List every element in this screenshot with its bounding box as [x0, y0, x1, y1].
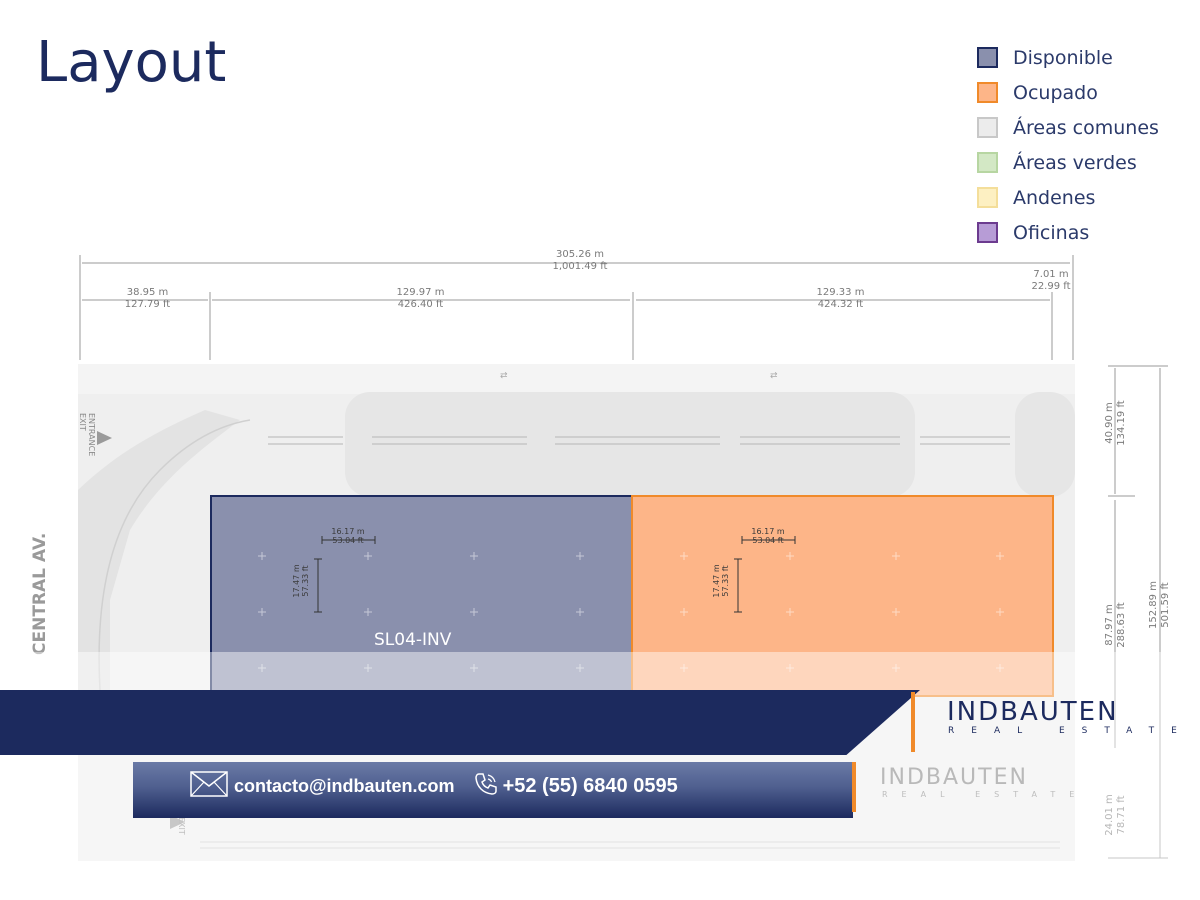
- dim-m: 152.89 m: [1148, 581, 1159, 629]
- dim-ft: 134.19 ft: [1116, 400, 1127, 446]
- unit-label: SL04-INV: [374, 630, 452, 650]
- unit-occupied[interactable]: [631, 495, 1054, 697]
- parking-stalls: [268, 436, 1010, 445]
- bay-dim-m: 17.47 m: [292, 564, 301, 598]
- dim-ft: 288.63 ft: [1116, 602, 1127, 648]
- road-marker: ⇄: [770, 371, 778, 381]
- legend-swatch: [977, 222, 998, 243]
- dim-ft: 424.32 ft: [817, 299, 864, 310]
- entrance-arrow-icon: [97, 431, 112, 445]
- bay-dim-ft: 53.04 ft: [332, 536, 364, 545]
- legend-label: Ocupado: [1013, 81, 1098, 104]
- legend-swatch: [977, 152, 998, 173]
- bay-dim-v: 17.47 m 57.33 ft: [292, 555, 310, 607]
- contact-row: contacto@indbauten.com +52 (55) 6840 059…: [190, 771, 678, 802]
- legend-swatch: [977, 82, 998, 103]
- legend-item-areas-comunes: Áreas comunes: [977, 110, 1159, 145]
- dim-top-yard: 40.90 m 134.19 ft: [1104, 393, 1128, 453]
- dim-m: 129.33 m: [816, 287, 865, 298]
- legend-item-ocupado: Ocupado: [977, 75, 1159, 110]
- legend-swatch: [977, 47, 998, 68]
- bay-bracket: [314, 536, 796, 613]
- bay-dim-m: 16.17 m: [331, 527, 365, 536]
- legend-label: Áreas verdes: [1013, 151, 1137, 174]
- legend-label: Disponible: [1013, 46, 1113, 69]
- legend-item-areas-verdes: Áreas verdes: [977, 145, 1159, 180]
- road-marker: ⇄: [500, 371, 508, 381]
- legend-item-oficinas: Oficinas: [977, 215, 1159, 250]
- dim-bay-right: 129.33 m 424.32 ft: [803, 287, 878, 311]
- bay-dim-m: 16.17 m: [751, 527, 785, 536]
- brand-accent-bar: [911, 692, 915, 752]
- legend-item-andenes: Andenes: [977, 180, 1159, 215]
- gate-label-entrance: ENTRANCE EXIT: [78, 413, 96, 457]
- legend: Disponible Ocupado Áreas comunes Áreas v…: [977, 40, 1159, 250]
- contact-accent-bar: [852, 762, 856, 812]
- bay-dim-h: 16.17 m 53.04 ft: [322, 527, 374, 545]
- column-grid: [258, 552, 1004, 672]
- unit-available[interactable]: [210, 495, 633, 697]
- dim-m: 305.26 m: [556, 249, 604, 260]
- bottom-stalls: [200, 841, 1060, 849]
- dim-m: 7.01 m: [1033, 269, 1069, 280]
- contact-email-link[interactable]: contacto@indbauten.com: [234, 776, 455, 796]
- legend-label: Oficinas: [1013, 221, 1090, 244]
- dimension-lines: [79, 255, 1168, 859]
- brand-tagline-secondary: REAL ESTATE: [882, 790, 1089, 799]
- brand-logo-secondary: INDBAUTEN: [880, 765, 1028, 790]
- bay-dim-ft: 57.33 ft: [721, 565, 730, 597]
- entrance-road-edge: [98, 419, 251, 691]
- mail-icon: [190, 771, 228, 802]
- dim-ft: 501.59 ft: [1160, 582, 1171, 628]
- phone-icon: [473, 771, 499, 802]
- dim-ft: 1,001.49 ft: [552, 261, 608, 272]
- access-road: [78, 364, 1075, 394]
- dim-right-setback: 7.01 m 22.99 ft: [1026, 269, 1076, 293]
- plan-overlay: [0, 652, 1200, 862]
- road-label: CENTRAL AV.: [30, 532, 50, 655]
- legend-label: Áreas comunes: [1013, 116, 1159, 139]
- dim-ft: 22.99 ft: [1031, 281, 1071, 292]
- dim-m: 38.95 m: [126, 287, 169, 298]
- dim-m: 87.97 m: [1104, 604, 1115, 646]
- bay-dim-v: 17.47 m 57.33 ft: [712, 555, 730, 607]
- truck-yard-right: [1015, 392, 1075, 497]
- dim-total-depth: 152.89 m 501.59 ft: [1148, 570, 1172, 640]
- dim-bay-left: 129.97 m 426.40 ft: [383, 287, 458, 311]
- dim-m: 129.97 m: [396, 287, 445, 298]
- page-title: Layout: [36, 30, 227, 95]
- bay-dim-h: 16.17 m 53.04 ft: [742, 527, 794, 545]
- brand-tagline: REAL ESTATE: [948, 726, 1194, 736]
- legend-swatch: [977, 187, 998, 208]
- legend-swatch: [977, 117, 998, 138]
- exit-arrow-icon: [170, 815, 185, 829]
- entrance-road: [78, 410, 240, 690]
- bay-dim-ft: 53.04 ft: [752, 536, 784, 545]
- brand-band: [0, 690, 920, 755]
- contact-phone-link[interactable]: +52 (55) 6840 0595: [502, 775, 678, 797]
- dim-m: 40.90 m: [1104, 402, 1115, 444]
- contact-band: [133, 762, 853, 818]
- dim-ft: 127.79 ft: [124, 299, 171, 310]
- dim-left-setback: 38.95 m 127.79 ft: [110, 287, 185, 311]
- dim-building-depth: 87.97 m 288.63 ft: [1104, 590, 1128, 660]
- bay-dim-m: 17.47 m: [712, 564, 721, 598]
- bay-dim-ft: 57.33 ft: [301, 565, 310, 597]
- dim-ft: 426.40 ft: [397, 299, 444, 310]
- brand-logo: INDBAUTEN: [947, 697, 1119, 727]
- dim-total-width: 305.26 m 1,001.49 ft: [535, 249, 625, 273]
- legend-item-disponible: Disponible: [977, 40, 1159, 75]
- legend-label: Andenes: [1013, 186, 1096, 209]
